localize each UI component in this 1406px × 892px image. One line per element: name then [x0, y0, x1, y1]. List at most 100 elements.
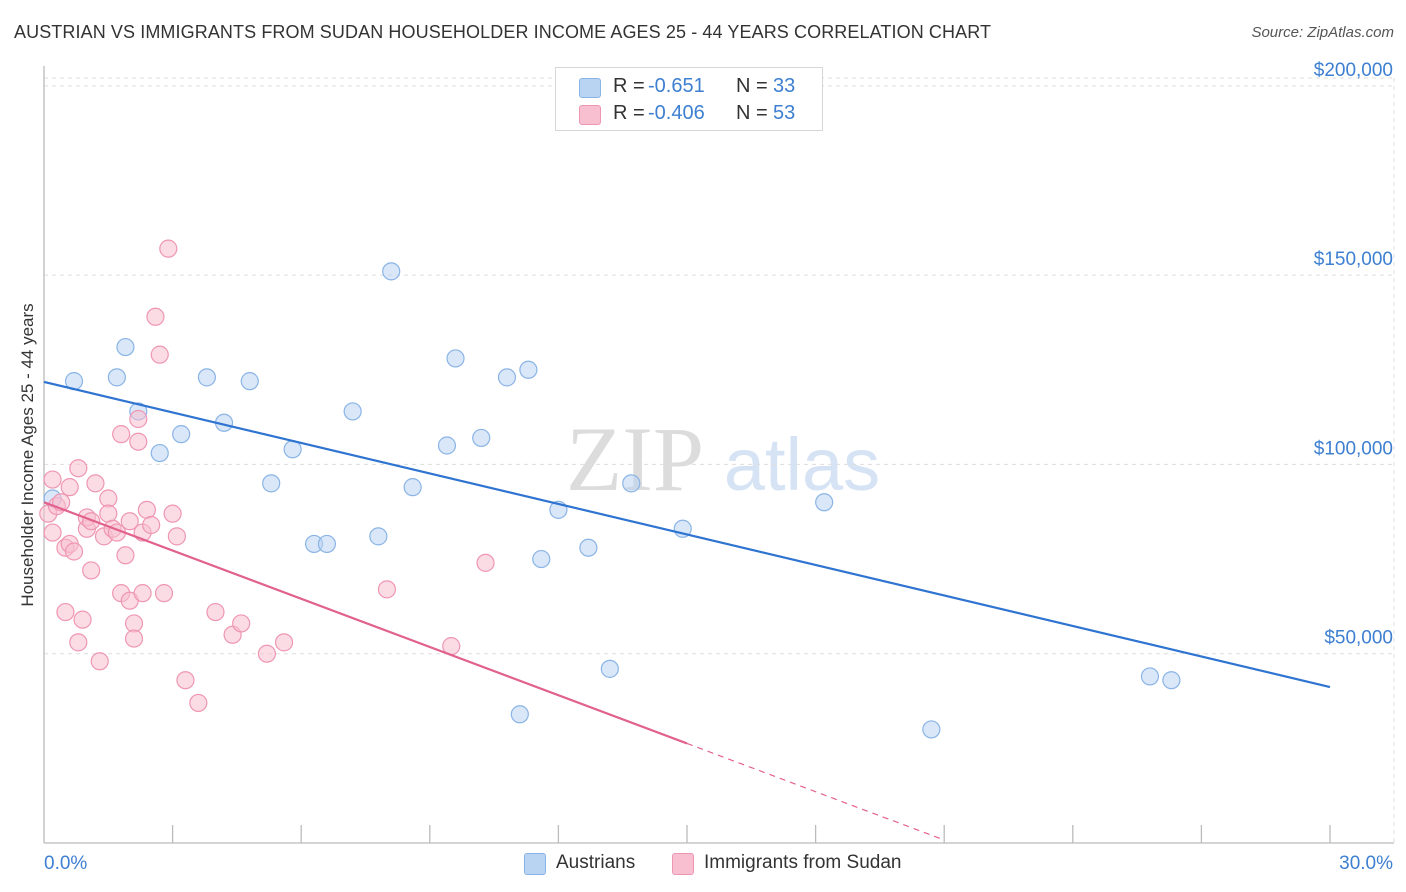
legend-n-label: N =: [736, 102, 768, 124]
sudan-point: [99, 489, 118, 508]
data-points: [39, 239, 1181, 739]
austrians-point: [815, 493, 834, 512]
sudan-point: [124, 629, 144, 648]
source-label: Source: ZipAtlas.com: [1251, 24, 1394, 41]
sudan-point: [146, 307, 165, 326]
x-tick-label-min: 0.0%: [44, 853, 87, 874]
sudan-point: [60, 478, 79, 497]
watermark-atlas-text: atlas: [724, 423, 880, 506]
sudan-point: [64, 542, 84, 561]
austrians-point: [510, 705, 529, 724]
bottom-legend-label-austrians: Austrians: [556, 852, 636, 873]
watermark: ZIP atlas: [566, 408, 880, 510]
austrians-point: [403, 478, 422, 497]
sudan-point: [476, 553, 495, 572]
sudan-point: [43, 470, 62, 489]
austrians-point: [519, 360, 538, 379]
austrians-point: [437, 436, 457, 455]
sudan-point: [69, 459, 88, 478]
bottom-legend-sudan: Immigrants from Sudan: [672, 852, 922, 876]
austrians-point: [116, 337, 135, 357]
austrians-point: [622, 474, 641, 493]
austrians-point: [317, 534, 337, 554]
austrians-point: [600, 659, 619, 678]
sudan-point: [150, 345, 169, 364]
austrians-point: [343, 402, 362, 421]
austrians-point: [262, 474, 281, 493]
legend-r-value: -0.651: [648, 75, 705, 97]
bottom-legend-label-sudan: Immigrants from Sudan: [704, 852, 902, 873]
austrians-point: [1162, 671, 1181, 690]
sudan-point: [274, 633, 294, 652]
sudan-point: [137, 500, 156, 519]
legend-n-value: 33: [773, 75, 796, 97]
sudan-point: [99, 504, 118, 523]
y-tick-label: $150,000: [1314, 249, 1393, 270]
sudan-point: [73, 610, 92, 629]
x-tick-label-max: 30.0%: [1339, 853, 1393, 874]
trend-lines: [43, 380, 1331, 841]
austrians-point: [107, 368, 126, 387]
austrians-trend-line: [43, 380, 1331, 689]
sudan-point: [129, 432, 148, 451]
sudan-point: [142, 515, 161, 535]
sudan-point: [86, 474, 105, 493]
sudan-point: [120, 512, 139, 531]
sudan-point: [133, 584, 152, 603]
legend-r-label: R =: [613, 75, 645, 97]
austrians-point: [150, 443, 169, 463]
sudan-trend-line: [43, 501, 688, 745]
sudan-point: [90, 652, 109, 671]
sudan-trend-line-extension: [686, 742, 945, 841]
sudan-point: [257, 644, 277, 663]
sudan-point: [154, 584, 174, 603]
sudan-point: [56, 602, 75, 622]
austrians-point: [472, 428, 491, 448]
y-tick-label: $100,000: [1314, 438, 1393, 459]
austrians-point: [579, 538, 598, 557]
legend-row-austrians: R = -0.651 N = 33: [556, 75, 822, 101]
grid-lines: [44, 77, 1395, 843]
y-tick-label: $50,000: [1324, 628, 1393, 649]
chart-title: AUSTRIAN VS IMMIGRANTS FROM SUDAN HOUSEH…: [14, 22, 992, 42]
y-axis-label: Householder Income Ages 25 - 44 years: [18, 303, 37, 607]
sudan-point: [82, 561, 101, 580]
sudan-point: [112, 425, 131, 444]
stats-legend: R = -0.651 N = 33 R = -0.406 N = 53: [555, 67, 823, 131]
sudan-point: [232, 614, 251, 633]
sudan-point: [159, 239, 178, 258]
bottom-legend-swatch-sudan: [672, 853, 694, 875]
sudan-point: [206, 602, 225, 622]
legend-n-label: N =: [736, 75, 768, 97]
austrians-point: [369, 527, 388, 546]
sudan-point: [163, 504, 182, 523]
sudan-point: [377, 580, 397, 599]
axes: [43, 66, 1394, 844]
y-tick-label: $200,000: [1314, 60, 1393, 81]
sudan-point: [176, 671, 195, 690]
austrians-point: [172, 425, 191, 444]
austrians-point: [197, 368, 216, 387]
austrians-point: [446, 349, 465, 368]
legend-r-label: R =: [613, 102, 645, 124]
legend-n-value: 53: [773, 102, 796, 124]
sudan-point: [43, 523, 62, 542]
bottom-legend-swatch-austrians: [524, 853, 546, 875]
austrians-point: [532, 549, 551, 569]
sudan-point: [116, 546, 135, 565]
austrians-point: [1140, 667, 1160, 686]
legend-row-sudan: R = -0.406 N = 53: [556, 102, 822, 128]
austrians-point: [497, 368, 517, 387]
legend-swatch-sudan: [579, 105, 601, 125]
sudan-point: [167, 527, 186, 546]
sudan-point: [69, 633, 88, 652]
austrians-point: [382, 262, 401, 281]
austrians-point: [240, 372, 259, 391]
sudan-point: [124, 614, 144, 633]
legend-r-value: -0.406: [648, 102, 705, 124]
sudan-point: [129, 409, 148, 429]
austrians-point: [922, 720, 941, 739]
tick-labels: $50,000 $100,000 $150,000 $200,000 0.0% 30.0%: [44, 60, 1393, 874]
sudan-point: [189, 693, 208, 713]
